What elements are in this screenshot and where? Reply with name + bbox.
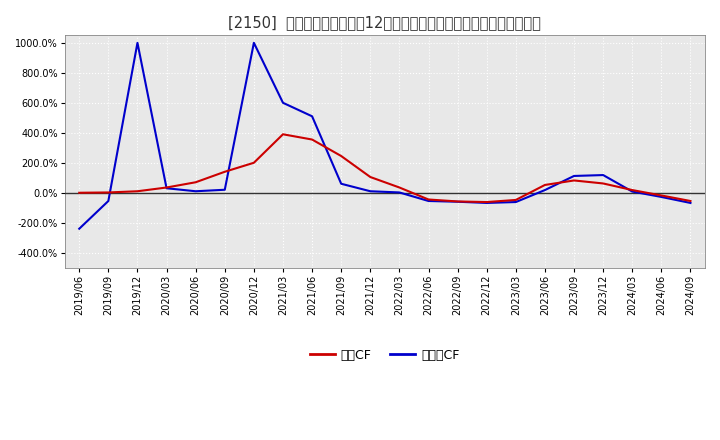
- 営業CF: [657, 193, 666, 198]
- Title: [2150]  キャッシュフローの12か月移動合計の対前年同期増減率の推移: [2150] キャッシュフローの12か月移動合計の対前年同期増減率の推移: [228, 15, 541, 30]
- 営業CF: [366, 174, 374, 180]
- 営業CF: [279, 132, 287, 137]
- 営業CF: [250, 160, 258, 165]
- フリーCF: [482, 200, 491, 205]
- フリーCF: [307, 114, 316, 119]
- 営業CF: [104, 190, 112, 195]
- フリーCF: [599, 172, 608, 178]
- Line: 営業CF: 営業CF: [79, 134, 690, 202]
- 営業CF: [337, 154, 346, 159]
- フリーCF: [220, 187, 229, 192]
- 営業CF: [192, 180, 200, 185]
- 営業CF: [424, 197, 433, 202]
- フリーCF: [366, 189, 374, 194]
- 営業CF: [307, 137, 316, 142]
- フリーCF: [511, 199, 520, 205]
- Line: フリーCF: フリーCF: [79, 43, 690, 229]
- 営業CF: [395, 185, 404, 190]
- 営業CF: [133, 189, 142, 194]
- Legend: 営業CF, フリーCF: 営業CF, フリーCF: [305, 344, 465, 367]
- フリーCF: [75, 226, 84, 231]
- 営業CF: [162, 185, 171, 190]
- 営業CF: [541, 182, 549, 187]
- 営業CF: [482, 199, 491, 205]
- フリーCF: [424, 198, 433, 204]
- 営業CF: [599, 181, 608, 186]
- 営業CF: [570, 178, 578, 183]
- フリーCF: [570, 173, 578, 179]
- 営業CF: [454, 199, 462, 204]
- フリーCF: [628, 189, 636, 194]
- フリーCF: [395, 190, 404, 195]
- フリーCF: [192, 189, 200, 194]
- フリーCF: [337, 181, 346, 187]
- フリーCF: [104, 198, 112, 204]
- フリーCF: [686, 200, 695, 205]
- フリーCF: [162, 186, 171, 191]
- 営業CF: [628, 187, 636, 193]
- 営業CF: [511, 197, 520, 202]
- 営業CF: [220, 169, 229, 174]
- フリーCF: [279, 100, 287, 106]
- 営業CF: [686, 198, 695, 204]
- 営業CF: [75, 190, 84, 195]
- フリーCF: [657, 194, 666, 200]
- フリーCF: [541, 187, 549, 193]
- フリーCF: [250, 40, 258, 45]
- フリーCF: [133, 40, 142, 45]
- フリーCF: [454, 199, 462, 205]
